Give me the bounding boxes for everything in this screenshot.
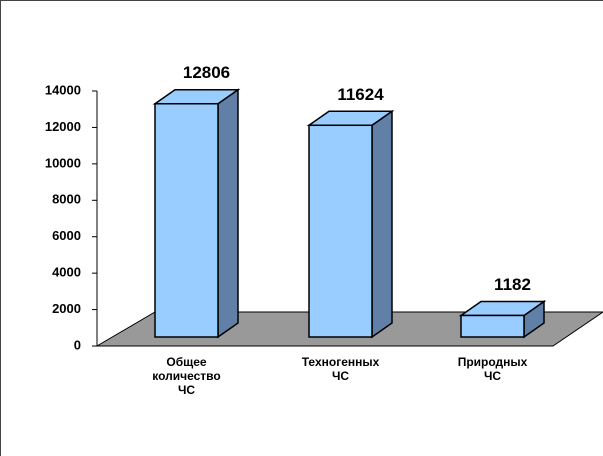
bar-front (460, 314, 525, 338)
bar-front (154, 102, 219, 338)
y-tick-label: 2000 (52, 301, 81, 316)
value-label: 1182 (494, 275, 531, 294)
bar (152, 88, 241, 339)
bar (458, 300, 547, 339)
y-tick-label: 10000 (45, 155, 81, 170)
value-label: 12806 (183, 63, 230, 82)
bar (306, 109, 395, 339)
x-tick-label: Техногенных ЧС (301, 355, 380, 383)
y-tick-label: 4000 (52, 265, 81, 280)
x-tick-label: Природных ЧС (457, 355, 528, 383)
y-tick-label: 0 (74, 337, 81, 352)
bar-front (308, 124, 373, 338)
y-tick-label: 6000 (52, 228, 81, 243)
y-tick-label: 14000 (45, 82, 81, 97)
value-label: 11624 (337, 85, 384, 104)
bar-side (217, 88, 239, 339)
bar-side (371, 109, 393, 339)
y-tick-label: 8000 (52, 192, 81, 207)
x-tick-label: Общее количество ЧС (152, 355, 221, 397)
y-tick-label: 12000 (45, 119, 81, 134)
